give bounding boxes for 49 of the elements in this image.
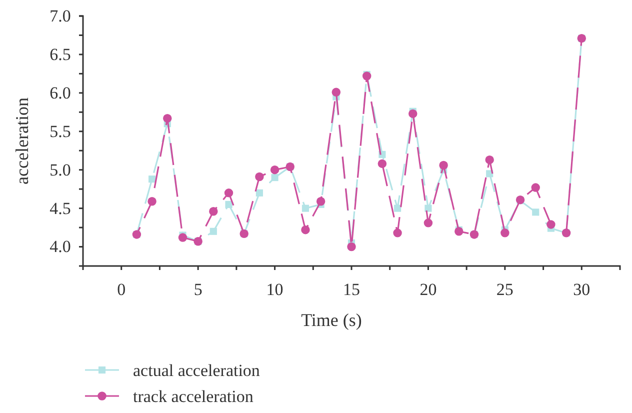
y-tick-label: 5.0 bbox=[50, 160, 71, 180]
point bbox=[532, 208, 540, 216]
point bbox=[178, 233, 188, 242]
point bbox=[546, 220, 556, 229]
point bbox=[302, 204, 310, 212]
point bbox=[439, 160, 448, 170]
x-axis-title: Time (s) bbox=[301, 310, 362, 330]
point bbox=[270, 165, 280, 174]
x-tick-label: 0 bbox=[117, 280, 126, 300]
point bbox=[301, 225, 310, 234]
point bbox=[454, 227, 464, 236]
point bbox=[424, 218, 433, 228]
point bbox=[255, 172, 264, 182]
x-tick-label: 20 bbox=[420, 280, 437, 300]
point bbox=[210, 228, 217, 235]
y-axis-title: acceleration bbox=[12, 98, 32, 184]
point bbox=[485, 155, 494, 164]
x-tick-label: 10 bbox=[266, 280, 284, 300]
point bbox=[332, 88, 341, 97]
point bbox=[256, 189, 263, 196]
x-tick-label: 5 bbox=[194, 280, 202, 300]
point bbox=[316, 197, 326, 206]
point bbox=[362, 72, 372, 80]
x-tick-label: 25 bbox=[496, 280, 514, 300]
legend-label: track acceleration bbox=[133, 387, 254, 406]
y-tick-label: 4.0 bbox=[50, 237, 71, 256]
y-tick-label: 6.0 bbox=[50, 83, 71, 102]
point bbox=[209, 207, 218, 216]
point bbox=[531, 183, 540, 192]
x-tick-label: 15 bbox=[343, 280, 360, 300]
point bbox=[225, 200, 232, 208]
point bbox=[408, 109, 418, 118]
point bbox=[500, 228, 510, 238]
point bbox=[424, 204, 432, 212]
point bbox=[378, 159, 387, 168]
point bbox=[163, 114, 172, 123]
legend-label: actual acceleration bbox=[133, 361, 260, 380]
point bbox=[347, 242, 356, 252]
y-tick-label: 7.0 bbox=[50, 6, 71, 26]
point bbox=[224, 188, 234, 198]
point bbox=[394, 204, 402, 212]
x-tick-label: 30 bbox=[573, 280, 590, 300]
point bbox=[148, 176, 156, 183]
y-tick-label: 4.5 bbox=[50, 198, 71, 218]
point bbox=[393, 228, 402, 238]
point bbox=[148, 197, 156, 206]
point bbox=[271, 174, 278, 182]
y-tick-label: 5.5 bbox=[50, 122, 71, 141]
y-tick-label: 6.5 bbox=[50, 44, 71, 64]
